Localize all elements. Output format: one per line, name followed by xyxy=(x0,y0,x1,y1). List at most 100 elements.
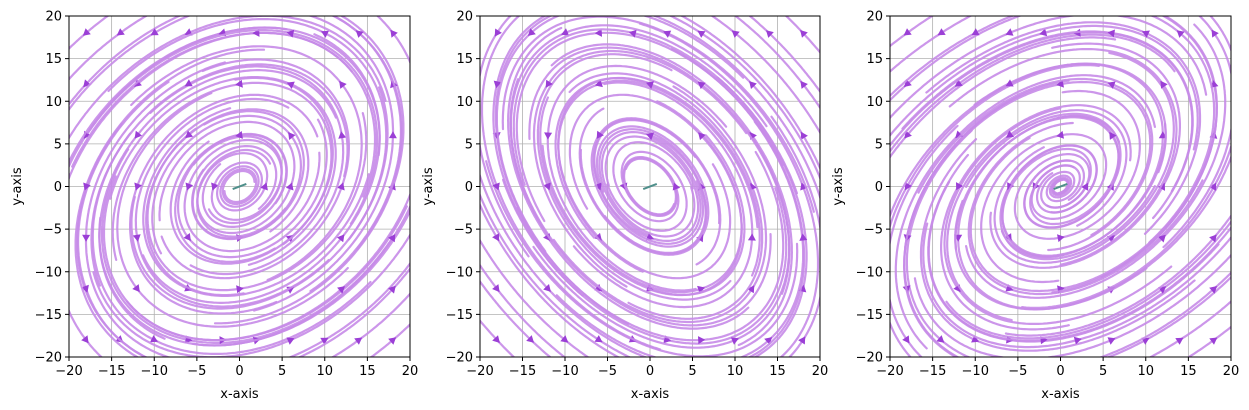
streamline xyxy=(287,261,410,357)
stream-arrow xyxy=(1176,30,1185,38)
streamline xyxy=(1186,325,1231,357)
stream-arrow xyxy=(1005,79,1014,87)
stream-arrow xyxy=(116,28,125,36)
stream-arrow xyxy=(1160,80,1168,89)
stream-arrow xyxy=(236,285,244,294)
streamline xyxy=(369,322,410,357)
stream-arrow xyxy=(288,132,296,140)
stream-arrow xyxy=(492,335,500,343)
stream-arrow xyxy=(83,182,91,191)
streamline xyxy=(890,16,1208,120)
stream-arrow xyxy=(1211,29,1219,38)
stream-arrow xyxy=(800,80,808,89)
streamline xyxy=(480,16,662,351)
streamline xyxy=(69,16,182,106)
stream-arrow xyxy=(492,284,500,293)
streamline xyxy=(69,26,381,165)
streamline xyxy=(890,16,973,73)
streamline xyxy=(890,124,959,357)
streamline xyxy=(69,16,110,51)
stream-arrow xyxy=(594,232,602,241)
streamlines xyxy=(890,16,1231,357)
x-tick-label: −5 xyxy=(1008,364,1027,379)
stream-arrow xyxy=(235,79,243,88)
stream-arrow xyxy=(526,335,534,343)
y-tick-label: −20 xyxy=(856,351,883,366)
stream-arrow xyxy=(286,81,295,89)
y-tick-label: 10 xyxy=(866,95,883,110)
stream-arrow xyxy=(731,30,740,38)
stream-arrow xyxy=(235,131,243,139)
streamline xyxy=(922,222,1231,349)
stream-arrow xyxy=(646,81,654,89)
stream-arrow xyxy=(698,336,706,345)
stream-arrow xyxy=(1209,337,1218,345)
streamline xyxy=(376,16,410,65)
stream-arrow xyxy=(1005,28,1014,36)
stream-arrow xyxy=(150,28,159,36)
y-axis-label: y-axis xyxy=(421,167,436,205)
stream-arrow xyxy=(81,335,89,344)
stream-arrow xyxy=(388,234,396,243)
stream-arrow xyxy=(339,80,347,89)
y-tick-label: −5 xyxy=(454,223,473,238)
stream-arrow xyxy=(560,335,569,343)
stream-arrow xyxy=(82,28,91,36)
x-tick-label: −20 xyxy=(876,364,903,379)
stream-arrow xyxy=(561,28,570,36)
stream-arrow xyxy=(903,28,912,36)
streamline xyxy=(77,80,170,357)
stream-arrow xyxy=(698,132,706,141)
x-tick-label: 20 xyxy=(402,364,419,379)
stream-arrow xyxy=(544,132,553,140)
y-tick-label: −5 xyxy=(864,223,883,238)
x-tick-label: −10 xyxy=(962,364,989,379)
stream-arrow xyxy=(260,182,268,191)
streamline xyxy=(480,202,621,357)
x-tick-label: −5 xyxy=(187,364,206,379)
streamline xyxy=(1148,16,1216,244)
stream-arrow xyxy=(596,130,604,139)
streamline xyxy=(191,204,410,347)
stream-arrow xyxy=(1039,28,1048,37)
stream-arrow xyxy=(494,28,502,37)
streamline xyxy=(480,16,530,258)
stream-arrow xyxy=(543,284,551,292)
stream-arrow xyxy=(1158,234,1166,243)
stream-arrow xyxy=(971,28,980,36)
stream-arrow xyxy=(185,130,194,139)
y-tick-label: −15 xyxy=(446,308,473,323)
stream-arrow xyxy=(594,182,602,191)
stream-arrow xyxy=(798,336,806,345)
center-marker xyxy=(642,183,658,190)
x-tick-label: 15 xyxy=(1180,364,1197,379)
stream-arrow xyxy=(1057,234,1065,243)
stream-arrow xyxy=(1056,130,1064,139)
x-tick-label: 15 xyxy=(359,364,376,379)
stream-arrow xyxy=(1081,182,1089,191)
stream-arrow xyxy=(800,182,808,191)
y-tick-label: −10 xyxy=(856,265,883,280)
x-tick-label: 0 xyxy=(646,364,654,379)
streamline xyxy=(74,48,266,357)
x-axis-label: x-axis xyxy=(220,387,259,402)
stream-arrow xyxy=(594,335,603,343)
y-tick-label: −20 xyxy=(35,351,62,366)
stream-arrow xyxy=(799,233,808,241)
streamplot-panel-3: −20 −15 −10 −5 0 5 10 15 20 −20 −15 −10 −5 0 5 10 15 20 x-… xyxy=(831,10,1239,403)
streamline xyxy=(748,16,820,94)
y-tick-label: 15 xyxy=(45,52,62,67)
x-tick-label: 5 xyxy=(278,364,286,379)
y-tick-label: 10 xyxy=(45,95,62,110)
stream-arrow xyxy=(492,233,500,242)
stream-arrow xyxy=(672,182,681,191)
streamline xyxy=(890,16,1015,98)
stream-arrow xyxy=(937,28,946,36)
y-tick-label: 20 xyxy=(456,10,473,25)
stream-arrow xyxy=(388,337,397,345)
stream-arrow xyxy=(730,337,739,345)
x-tick-label: 5 xyxy=(1099,364,1107,379)
y-tick-label: −10 xyxy=(35,265,62,280)
stream-arrow xyxy=(1107,29,1115,38)
stream-arrow xyxy=(749,81,757,89)
